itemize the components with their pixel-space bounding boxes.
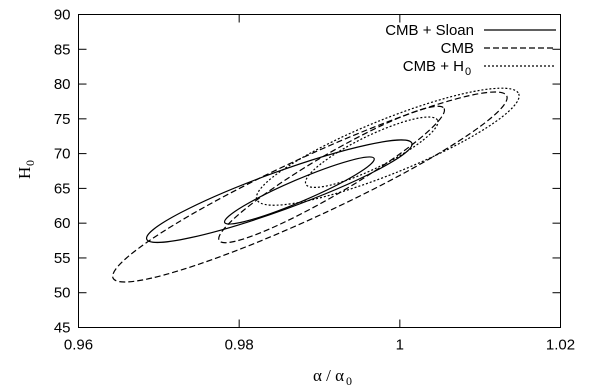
y-tick-label: 70 [54,146,71,163]
y-tick-label: 55 [54,250,71,267]
x-tick-label: 1.02 [546,337,575,354]
legend-label-cmb-h0: CMB + H [403,58,464,75]
legend-label-cmb-sloan: CMB + Sloan [385,22,474,39]
contour-solid-outer [145,139,413,244]
contour-dashed-outer [112,91,508,283]
contours-layer [112,87,520,283]
plot-frame [78,14,561,328]
y-tick-label: 85 [54,41,71,58]
legend-label-cmb-h0-sub: 0 [465,66,471,78]
y-axis-label-main: H [15,167,34,179]
legend: CMB + Sloan CMB CMB + H 0 [385,22,556,78]
x-tick-label: 0.98 [225,337,254,354]
x-axis-label: α / α 0 [313,366,352,388]
contour-dashed-inner [218,105,446,244]
y-tick-label: 90 [54,7,71,24]
contour-dotted-outer [255,87,520,206]
contour-dotted-inner [304,116,439,188]
x-tick-label: 1 [396,337,404,354]
y-tick-label: 75 [54,111,71,128]
y-tick-label: 60 [54,215,71,232]
ticks-layer: 0.96 0.98 1 1.02 45 50 55 60 65 70 75 80 85 90 [54,7,575,354]
x-tick-label: 0.96 [64,337,93,354]
y-tick-label: 50 [54,285,71,302]
x-axis-label-sub: 0 [346,374,352,388]
y-axis-label: H 0 [15,160,37,179]
y-tick-label: 80 [54,76,71,93]
y-tick-label: 65 [54,180,71,197]
y-axis-label-sub: 0 [23,160,37,166]
y-tick-label: 45 [54,320,71,337]
contour-solid-inner [223,156,375,225]
x-axis-label-main: α / α [313,366,344,385]
legend-label-cmb: CMB [441,40,474,57]
